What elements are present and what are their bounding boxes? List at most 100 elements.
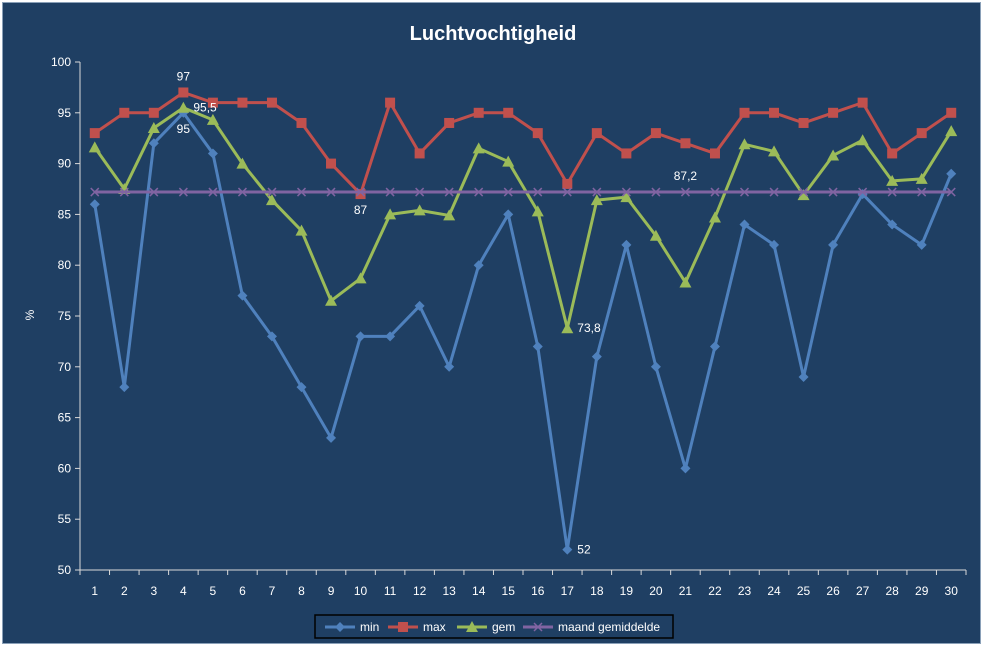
data-point-max [798,117,809,128]
data-label: 87 [354,203,368,217]
data-point-maand-gemiddelde-stroke [917,187,927,197]
data-point-gem [177,101,190,113]
data-point-max [887,148,898,159]
data-point-max [355,189,366,200]
data-point-maand-gemiddelde [503,187,513,197]
data-point-min [355,331,366,342]
data-point-maand-gemiddelde-stroke [208,187,218,197]
legend-label-max: max [423,620,446,634]
x-tick-label: 5 [210,584,217,598]
y-ticks: 50 55 60 65 70 75 80 85 90 95 100 [51,55,80,577]
x-tick-label: 3 [150,584,157,598]
x-tick-label: 27 [856,584,870,598]
series-line-gem [93,106,953,330]
data-point-gem [88,141,101,153]
data-point-maand-gemiddelde-stroke [858,187,868,197]
data-point-maand-gemiddelde [356,187,366,197]
data-point-gem [827,149,840,161]
data-point-max [237,97,248,108]
data-point-max [503,107,514,118]
data-point-maand-gemiddelde [769,187,779,197]
data-point-max [769,107,780,118]
data-point-maand-gemiddelde [326,187,336,197]
data-point-gem [945,125,958,137]
x-tick-label: 14 [472,584,486,598]
data-point-gem [856,134,869,146]
data-point-min [562,544,573,555]
chart-svg: Luchtvochtigheid % 505560657075808590951… [23,23,967,639]
x-tick-label: 29 [915,584,929,598]
y-tick-label: 90 [58,157,72,171]
data-point-maand-gemiddelde-stroke [119,187,129,197]
data-point-gem [354,272,367,284]
legend-label-gem: gem [492,620,515,634]
y-axis-label: % [23,309,37,320]
data-point-maand-gemiddelde-stroke [739,187,750,197]
series-layer [88,87,958,555]
data-point-max [916,128,927,139]
data-point-gem [738,138,751,150]
data-point-gem [472,142,485,154]
data-point-maand-gemiddelde-stroke [90,187,100,197]
data-point-maand-gemiddelde-stroke [887,187,897,197]
data-point-maand-gemiddelde [385,187,395,197]
y-tick-label: 60 [58,461,72,475]
data-point-min [326,432,337,443]
data-point-gem [325,294,338,306]
data-point-min [207,148,218,159]
data-label: 73,8 [577,321,601,335]
x-tick-label: 9 [328,584,335,598]
y-tick-label: 85 [58,207,72,221]
data-point-maand-gemiddelde [533,187,543,197]
data-point-max [326,158,337,169]
data-point-maand-gemiddelde-stroke [621,187,631,197]
data-label: 95 [177,122,191,136]
data-point-maand-gemiddelde-stroke [178,187,188,197]
data-point-min [89,199,100,210]
data-point-maand-gemiddelde [119,187,129,197]
data-point-maand-gemiddelde-stroke [562,187,572,197]
data-point-maand-gemiddelde-stroke [415,187,425,197]
annotation-layer: 97 95,595 87 73,8 52 87,2 [177,69,698,556]
data-point-max [532,128,543,139]
data-point-max [562,178,573,189]
series-line-min [93,111,953,552]
data-point-maand-gemiddelde [799,187,809,197]
x-tick-label: 15 [502,584,516,598]
data-point-maand-gemiddelde-stroke [592,187,602,197]
data-point-maand-gemiddelde-stroke [237,187,247,197]
data-point-maand-gemiddelde-stroke [474,187,484,197]
data-point-min [266,331,277,342]
data-point-min [119,382,130,393]
x-tick-label: 10 [354,584,368,598]
data-point-maand-gemiddelde [946,187,956,197]
data-point-max [178,87,189,98]
x-tick-label: 1 [91,584,98,598]
chart-title: Luchtvochtigheid [410,23,577,45]
data-point-maand-gemiddelde-stroke [799,187,809,197]
data-label: 52 [577,543,591,557]
x-ticks: 1 2 3 4 5 6 7 8 9 10 11 12 13 14 15 16 17 18 19 20 21 22 23 24 2… [79,570,967,598]
data-point-maand-gemiddelde-stroke [267,187,277,197]
x-tick-label: 23 [738,584,752,598]
data-point-maand-gemiddelde [621,187,631,197]
data-point-maand-gemiddelde-stroke [503,187,513,197]
y-tick-label: 75 [58,309,72,323]
data-point-gem [649,229,662,241]
legend-marker-maand-gemiddelde [533,622,543,632]
data-point-maand-gemiddelde [237,187,247,197]
data-point-max [946,107,957,118]
data-point-min [385,331,396,342]
data-point-gem [413,204,426,216]
data-point-gem [797,189,810,201]
data-point-maand-gemiddelde [917,187,927,197]
data-point-maand-gemiddelde-stroke [769,187,779,197]
data-point-min [946,168,957,179]
data-point-min [621,239,632,250]
data-point-gem [915,172,928,184]
data-point-min [532,341,543,352]
data-point-max [266,97,277,108]
data-point-max [473,107,484,118]
x-tick-label: 17 [561,584,575,598]
